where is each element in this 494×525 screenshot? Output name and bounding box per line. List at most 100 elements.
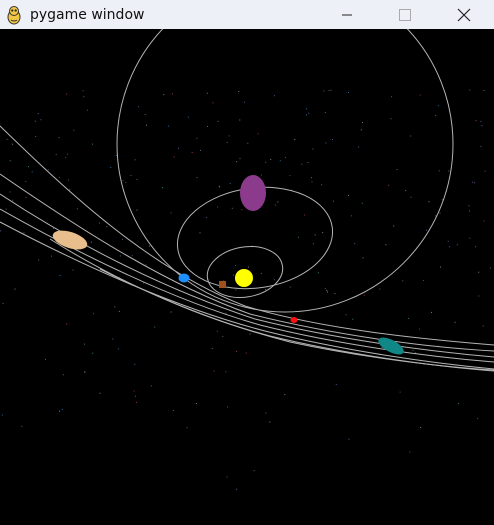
star xyxy=(191,152,193,153)
star xyxy=(325,142,327,144)
star xyxy=(396,169,398,170)
star xyxy=(226,142,228,143)
star xyxy=(61,408,63,410)
star xyxy=(136,178,138,180)
teal-planet[interactable] xyxy=(376,334,406,358)
star xyxy=(410,196,412,198)
star xyxy=(112,338,114,340)
star xyxy=(469,237,471,239)
starfield xyxy=(0,89,491,490)
maximize-button[interactable] xyxy=(376,0,434,29)
star xyxy=(31,171,33,173)
star xyxy=(301,163,303,165)
star xyxy=(134,363,136,365)
star xyxy=(131,255,133,257)
star xyxy=(390,118,392,120)
blue-planet[interactable] xyxy=(178,273,190,283)
star xyxy=(67,179,69,181)
star xyxy=(475,246,477,248)
star xyxy=(457,402,459,404)
star xyxy=(9,191,11,193)
star xyxy=(311,177,312,179)
star xyxy=(14,288,16,290)
star xyxy=(178,147,179,149)
star xyxy=(6,138,8,140)
star xyxy=(297,236,299,238)
star xyxy=(146,124,147,126)
star xyxy=(277,201,279,203)
star xyxy=(477,418,479,420)
game-canvas[interactable] xyxy=(0,29,494,525)
star xyxy=(265,161,267,163)
star xyxy=(420,426,422,428)
star xyxy=(112,275,113,277)
red-planet[interactable] xyxy=(290,317,298,323)
close-button[interactable] xyxy=(434,0,494,29)
star xyxy=(82,90,84,92)
star xyxy=(51,255,52,257)
star xyxy=(170,311,172,313)
star xyxy=(328,89,330,91)
purple-planet[interactable] xyxy=(240,175,266,211)
sun[interactable] xyxy=(235,269,253,287)
star xyxy=(52,228,54,230)
star xyxy=(381,347,383,348)
star xyxy=(321,184,323,186)
star xyxy=(98,222,100,224)
star xyxy=(110,166,112,168)
star xyxy=(428,201,430,203)
star xyxy=(227,406,229,408)
star xyxy=(481,125,483,127)
star xyxy=(273,279,275,281)
star xyxy=(145,264,147,266)
star xyxy=(59,410,60,412)
star xyxy=(66,323,68,325)
star xyxy=(330,89,332,91)
star xyxy=(222,335,224,337)
star xyxy=(393,225,395,227)
star xyxy=(226,476,228,478)
star xyxy=(441,199,443,201)
star xyxy=(361,202,363,204)
star xyxy=(218,185,220,187)
star xyxy=(289,286,291,288)
star xyxy=(5,208,7,210)
star xyxy=(335,383,337,385)
brown-planet[interactable] xyxy=(219,281,226,288)
maximize-icon xyxy=(399,8,411,21)
star xyxy=(134,159,136,161)
star xyxy=(352,318,354,320)
orbit-sweep-4 xyxy=(0,208,494,363)
star xyxy=(332,139,333,140)
orbits xyxy=(0,29,494,372)
star xyxy=(363,294,365,296)
star xyxy=(419,328,421,330)
star xyxy=(196,176,198,178)
star xyxy=(92,143,93,145)
star xyxy=(294,138,296,140)
star xyxy=(326,290,328,292)
title-bar[interactable]: pygame window xyxy=(0,0,494,29)
star xyxy=(308,112,310,114)
star xyxy=(317,272,319,274)
star xyxy=(312,148,314,150)
star xyxy=(9,160,11,162)
star xyxy=(35,135,37,137)
star xyxy=(437,105,439,107)
star xyxy=(115,155,117,156)
star xyxy=(212,102,214,104)
star xyxy=(247,142,249,144)
star xyxy=(87,109,88,111)
tan-planet[interactable] xyxy=(50,227,89,253)
star xyxy=(348,438,350,440)
star xyxy=(92,352,94,354)
star xyxy=(439,212,441,214)
star xyxy=(28,166,29,168)
star xyxy=(130,175,132,177)
minimize-button[interactable] xyxy=(318,0,376,29)
star xyxy=(447,240,449,242)
star xyxy=(172,93,173,95)
orbit-sweep-7 xyxy=(99,268,494,371)
star xyxy=(284,157,286,158)
star xyxy=(314,234,316,236)
